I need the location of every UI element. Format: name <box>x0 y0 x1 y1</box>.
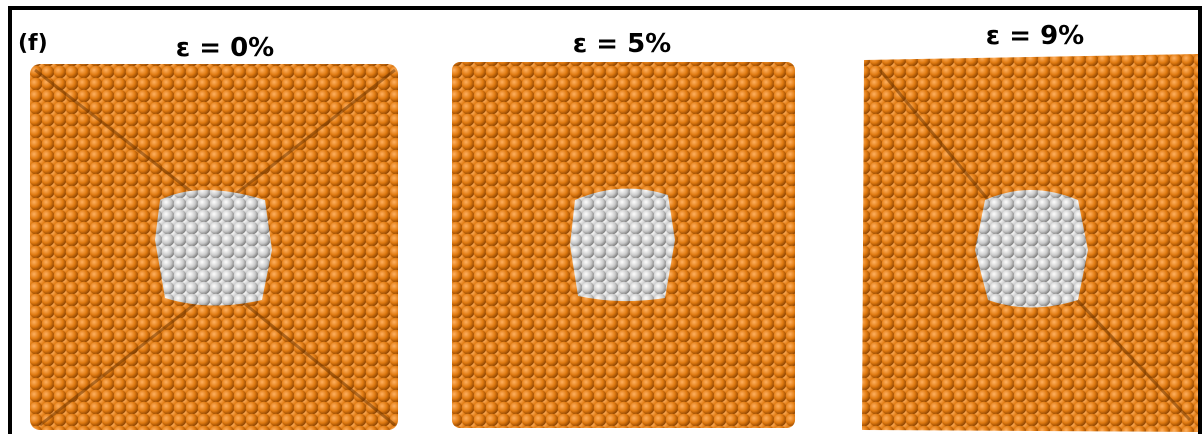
strain-caption: ε = 9% <box>986 21 1085 51</box>
strain-caption: ε = 5% <box>573 29 672 59</box>
silver-cluster <box>570 189 675 301</box>
figure-panel: (f) ε = 0% ε = 5% ε = 9% <box>0 0 1203 434</box>
silver-cluster <box>155 190 272 306</box>
page: (f) ε = 0% ε = 5% ε = 9% (() => { const … <box>0 0 1203 434</box>
panel-label: (f) <box>18 31 48 56</box>
silver-cluster <box>975 190 1088 308</box>
strain-caption: ε = 0% <box>176 33 275 63</box>
